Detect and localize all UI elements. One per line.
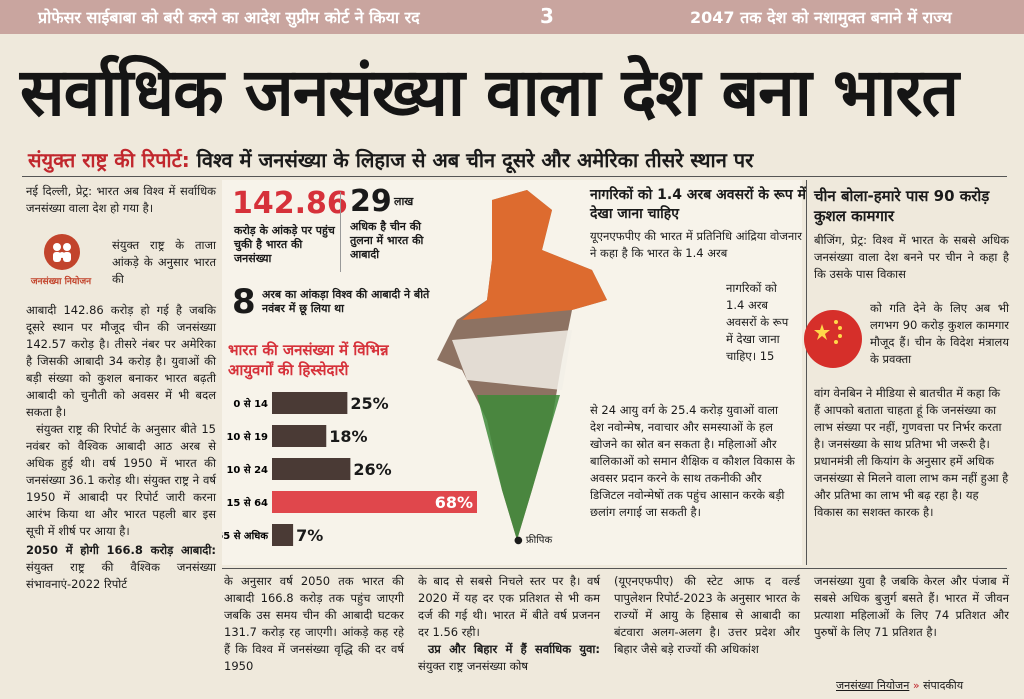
- col1-intro: नई दिल्ली, प्रेट्र: भारत अब विश्व में सर…: [26, 184, 216, 215]
- chart-value-label: 7%: [296, 526, 323, 545]
- india-people-map: [437, 190, 607, 540]
- mid-heading: नागरिकों को 1.4 अरब अवसरों के रूप में दे…: [590, 187, 806, 222]
- chart-category-label: 65 से अधिक: [222, 529, 269, 542]
- map-white: [452, 330, 572, 390]
- family-icon: [44, 234, 80, 270]
- chart-bar: [272, 425, 327, 447]
- bottom-col5: जनसंख्या युवा है जबकि केरल और पंजाब में …: [814, 574, 1009, 639]
- col1-para2: संयुक्त राष्ट्र की रिपोर्ट के अनुसार बीत…: [26, 422, 216, 538]
- logo-label: जनसंख्या नियोजन: [30, 277, 92, 287]
- chart-bar: [272, 524, 294, 546]
- page-number: 3: [540, 4, 554, 28]
- bottom-divider: [222, 568, 1007, 569]
- chart-category-label: 10 से 19: [226, 430, 268, 443]
- mid-body-bottom: से 24 आयु वर्ग के 25.4 करोड़ युवाओं वाला…: [590, 403, 795, 519]
- bottom-col2: के अनुसार वर्ष 2050 तक भारत की आबादी 166…: [224, 574, 404, 673]
- col1-top: नई दिल्ली, प्रेट्र: भारत अब विश्व में सर…: [26, 183, 216, 217]
- right-body-wrap: को गति देने के लिए अब भी लगभग 90 करोड़ क…: [870, 301, 1009, 366]
- subhead-kicker: संयुक्त राष्ट्र की रिपोर्ट:: [28, 148, 190, 172]
- signoff: जनसंख्या नियोजन » संपादकीय: [836, 678, 963, 693]
- chart-value-label: 26%: [353, 460, 391, 479]
- bottom-col3: के बाद से सबसे निचले स्तर पर है। वर्ष 20…: [418, 573, 600, 675]
- bottom-col3-heading: उप्र और बिहार में हैं सर्वाधिक युवा:: [428, 642, 600, 656]
- chart-category-label: 15 से 64: [226, 496, 268, 509]
- china-flag-icon: [804, 310, 862, 368]
- top-left-headline: प्रोफेसर साईबाबा को बरी करने का आदेश सुप…: [38, 8, 420, 27]
- mid-body-side: नागरिकों को 1.4 अरब अवसरों के रूप में दे…: [726, 281, 789, 363]
- main-headline: सर्वाधिक जनसंख्या वाला देश बना भारत: [20, 53, 959, 131]
- stat3-text: अरब का आंकड़ा विश्व की आबादी ने बीते नवं…: [262, 288, 430, 315]
- col1-para1: आबादी 142.86 करोड़ हो गई है जबकि दूसरे स…: [26, 303, 216, 419]
- chart-bar: [272, 491, 477, 513]
- col1-para3: संयुक्त राष्ट्र की वैश्विक जनसंख्या संभा…: [26, 560, 216, 591]
- signoff-section[interactable]: संपादकीय: [923, 679, 964, 692]
- signoff-arrow-icon: »: [912, 679, 920, 692]
- chart-bar: [272, 458, 351, 480]
- photo-credit: ● फ्रीपिक: [514, 535, 553, 546]
- col1-wrap-text: संयुक्त राष्ट्र के ताजा आंकड़े के अनुसार…: [112, 238, 216, 286]
- population-logo: जनसंख्या नियोजन: [30, 232, 92, 292]
- right-heading: चीन बोला-हमारे पास 90 करोड़ कुशल कामगार: [814, 187, 990, 225]
- chart-category-label: 0 से 14: [233, 397, 268, 410]
- stat2-value: 29: [350, 184, 392, 219]
- stat2-unit: लाख: [394, 195, 414, 208]
- infographic: 142.86 करोड़ के आंकड़े पर पहुंच चुकी है …: [222, 180, 802, 565]
- col1-wrap: संयुक्त राष्ट्र के ताजा आंकड़े के अनुसार…: [112, 237, 216, 288]
- right-body-top: बीजिंग, प्रेट्र: विश्व में भारत के सबसे …: [814, 233, 1009, 281]
- top-strip: प्रोफेसर साईबाबा को बरी करने का आदेश सुप…: [0, 0, 1024, 34]
- right-body-rest: वांग वेनबिन ने मीडिया से बातचीत में कहा …: [814, 386, 1009, 519]
- stat3-value: 8: [232, 282, 256, 322]
- chart-title: भारत की जनसंख्या में विभिन्न आयुवर्गों क…: [228, 341, 389, 379]
- column-divider: [806, 180, 807, 565]
- subhead-text: विश्व में जनसंख्या के लिहाज से अब चीन दू…: [196, 148, 754, 172]
- chart-category-label: 10 से 24: [226, 463, 268, 476]
- chart-value-label: 25%: [350, 394, 388, 413]
- map-green: [477, 395, 560, 540]
- chart-value-label: 18%: [329, 427, 367, 446]
- bottom-col3-tail: संयुक्त राष्ट्र जनसंख्या कोष: [418, 659, 529, 673]
- col1-body: आबादी 142.86 करोड़ हो गई है जबकि दूसरे स…: [26, 302, 216, 593]
- top-right-headline: 2047 तक देश को नशामुक्त बनाने में राज्य: [690, 8, 952, 27]
- stat2-text: अधिक है चीन की तुलना में भारत की आबादी: [350, 220, 424, 261]
- col1-para3-heading: 2050 में होगी 166.8 करोड़ आबादी:: [26, 543, 216, 557]
- bottom-col3-text: के बाद से सबसे निचले स्तर पर है। वर्ष 20…: [418, 574, 600, 639]
- bottom-col4: (यूएनएफपीए) की स्टेट आफ द वर्ल्ड पापुलेश…: [614, 574, 800, 656]
- chart-bar: [272, 392, 348, 414]
- signoff-name[interactable]: जनसंख्या नियोजन: [836, 679, 910, 692]
- map-saffron: [462, 190, 607, 320]
- stat-divider: [340, 192, 341, 272]
- subheadline: संयुक्त राष्ट्र की रिपोर्ट: विश्व में जन…: [28, 146, 1008, 173]
- divider: [22, 176, 1007, 177]
- mid-body-top: यूएनएफपीए की भारत में प्रतिनिधि आंद्रिया…: [590, 229, 802, 260]
- stat1-value: 142.86: [232, 186, 348, 221]
- chart-value-label: 68%: [435, 493, 473, 512]
- age-share-chart: 0 से 14 25% 10 से 19 18% 10 से 24 26% 15 से 64…: [222, 392, 477, 546]
- stat1-text: करोड़ के आंकड़े पर पहुंच चुकी है भारत की…: [234, 224, 335, 265]
